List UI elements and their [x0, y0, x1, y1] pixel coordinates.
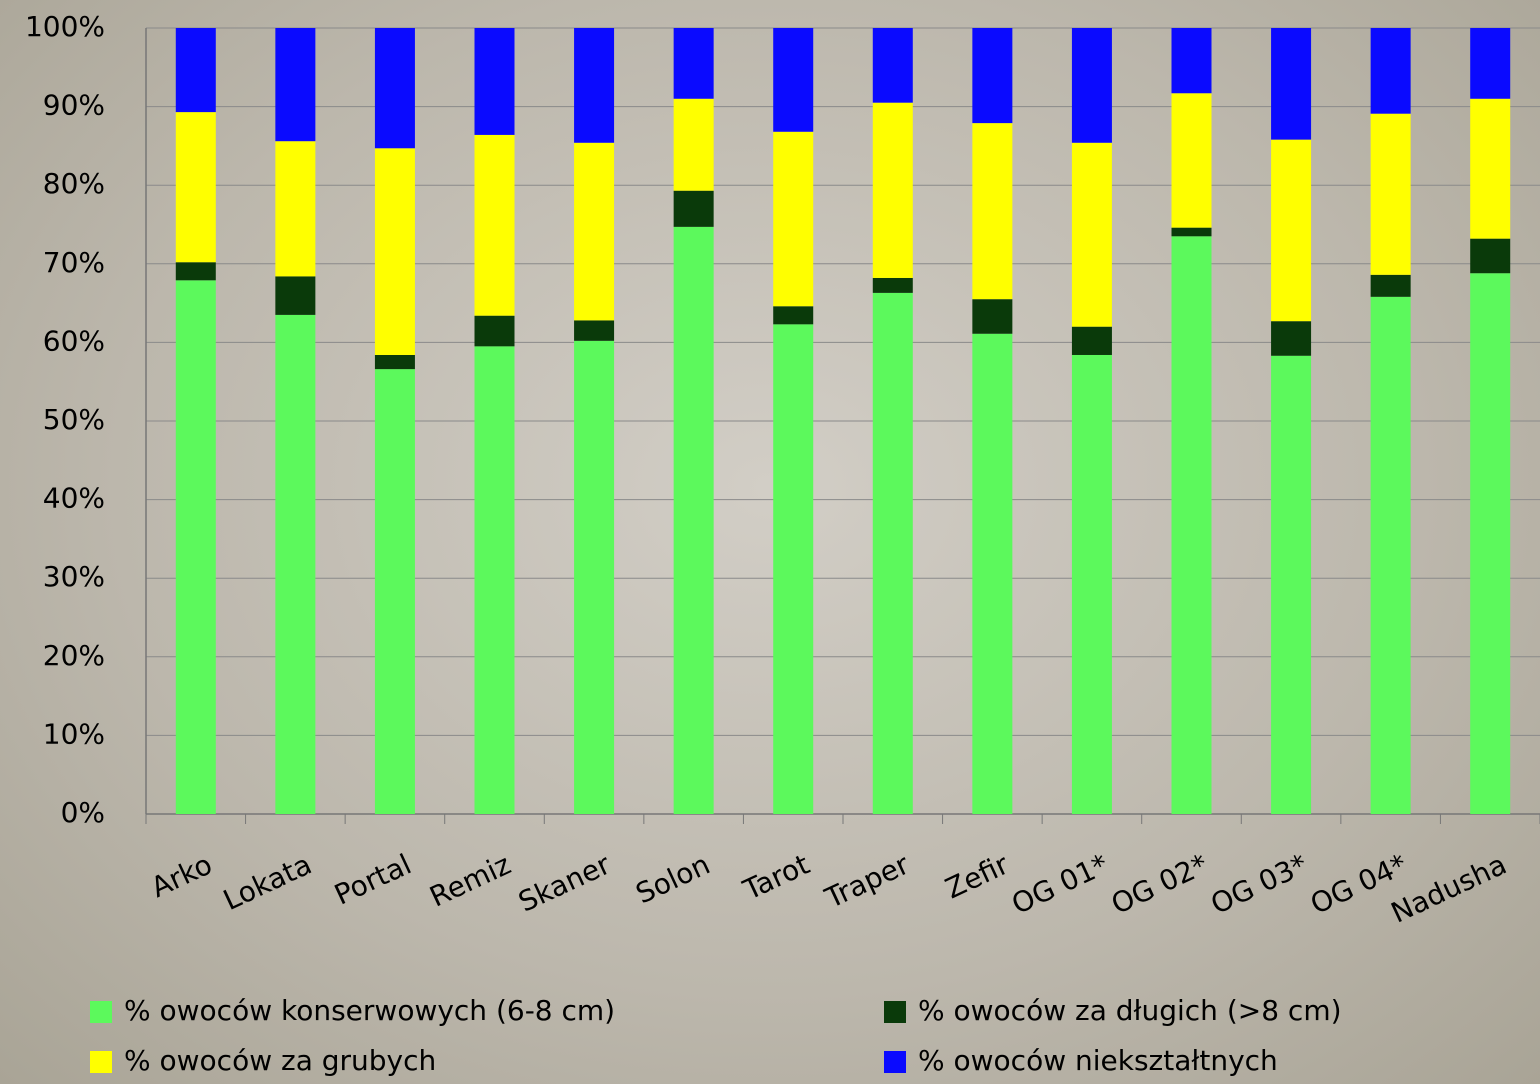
bar-segment [175, 262, 216, 281]
bar-segment [474, 134, 515, 316]
x-tick-label: OG 01* [1007, 848, 1114, 921]
bar-segment [275, 314, 316, 814]
bar-segment [773, 28, 814, 132]
bar-segment [972, 123, 1013, 300]
bar-segment [474, 28, 515, 135]
bar-segment [1071, 28, 1112, 143]
bar-segment [1470, 98, 1511, 239]
y-tick-label: 20% [43, 639, 105, 672]
bar-segment [474, 315, 515, 347]
bar-segment [673, 190, 714, 227]
bar-segment [773, 131, 814, 307]
bar-segment [175, 112, 216, 263]
bar-segment [1271, 321, 1312, 356]
y-tick-label: 60% [43, 324, 105, 357]
bar-segment [1370, 28, 1411, 114]
bar-segment [972, 28, 1013, 124]
bar-segment [1470, 273, 1511, 814]
bar-segment [374, 148, 415, 355]
bar-segment [773, 324, 814, 814]
x-tick-label: Arko [146, 848, 217, 905]
x-tick-label: Tarot [737, 848, 814, 907]
x-tick-label: Traper [819, 847, 914, 915]
y-tick-label: 30% [43, 560, 105, 593]
legend-swatch [90, 1051, 112, 1073]
bar-segment [1271, 139, 1312, 322]
x-tick-label: Portal [329, 848, 416, 912]
bar-segment [574, 320, 615, 341]
x-tick-label: OG 02* [1106, 848, 1213, 921]
y-tick-label: 10% [43, 717, 105, 750]
y-tick-label: 80% [43, 167, 105, 200]
legend-swatch [884, 1051, 906, 1073]
bar-segment [474, 346, 515, 814]
legend-label: % owoców niekształtnych [918, 1044, 1278, 1077]
legend-swatch [90, 1001, 112, 1023]
x-tick-label: Zefir [940, 847, 1014, 905]
bar-segment [673, 98, 714, 191]
bar-segment [574, 340, 615, 814]
y-tick-label: 70% [43, 246, 105, 279]
bar-segment [1370, 296, 1411, 814]
bar-segment [374, 28, 415, 149]
x-tick-label: Solon [631, 848, 715, 911]
bar-segment [275, 276, 316, 315]
x-tick-label: OG 03* [1206, 848, 1313, 921]
bar-segment [1171, 236, 1212, 815]
bar-segment [1171, 227, 1212, 237]
bar-segment [1071, 354, 1112, 814]
bar-segment [1171, 28, 1212, 94]
x-tick-label: Nadusha [1386, 848, 1512, 930]
bar-segment [1071, 326, 1112, 355]
bar-segment [872, 28, 913, 103]
bar-segment [275, 141, 316, 277]
bar-segment [872, 102, 913, 278]
bar-segment [673, 28, 714, 99]
bar-segment [1071, 142, 1112, 327]
bar-segment [1370, 113, 1411, 275]
y-tick-label: 90% [43, 89, 105, 122]
bar-segment [574, 28, 615, 143]
bar-segment [374, 369, 415, 814]
bar-segment [175, 28, 216, 113]
bar-segment [872, 292, 913, 815]
legend-label: % owoców konserwowych (6-8 cm) [124, 994, 615, 1027]
y-tick-label: 50% [43, 403, 105, 436]
legend-label: % owoców za grubych [124, 1044, 436, 1077]
bar-segment [175, 280, 216, 814]
bar-segment [972, 299, 1013, 334]
bar-segment [773, 306, 814, 325]
x-tick-label: Lokata [218, 848, 316, 917]
y-tick-label: 100% [25, 10, 105, 43]
bar-segment [673, 226, 714, 814]
bar-segment [872, 277, 913, 293]
legend-label: % owoców za długich (>8 cm) [918, 994, 1342, 1027]
bar-segment [574, 142, 615, 321]
bar-segment [972, 333, 1013, 814]
bar-segment [275, 28, 316, 142]
bar-segment [1370, 274, 1411, 297]
bar-segment [1470, 238, 1511, 274]
y-tick-label: 40% [43, 482, 105, 515]
bar-segment [1271, 355, 1312, 814]
y-tick-label: 0% [61, 796, 105, 829]
x-tick-label: Skaner [513, 847, 615, 918]
legend-swatch [884, 1001, 906, 1023]
bar-segment [1171, 93, 1212, 228]
bar-segment [1271, 28, 1312, 140]
x-tick-label: Remiz [425, 848, 516, 914]
bar-segment [1470, 28, 1511, 99]
bar-segment [374, 354, 415, 370]
